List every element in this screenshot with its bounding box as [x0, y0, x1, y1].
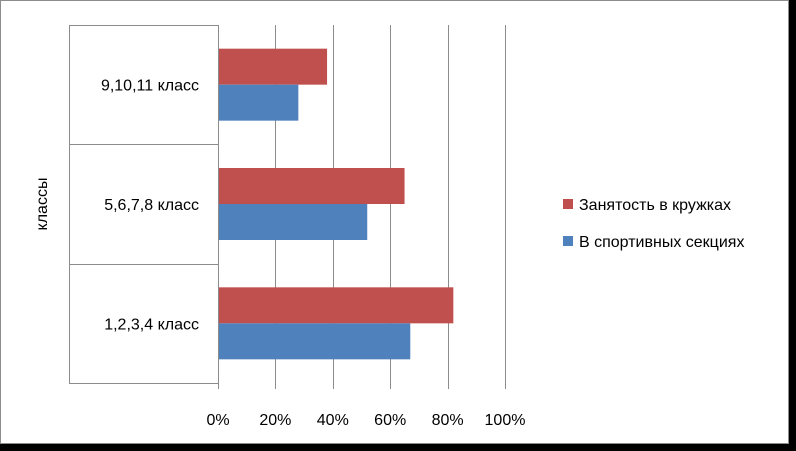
x-tick-label: 0% [206, 412, 229, 429]
x-tick-label: 60% [374, 412, 406, 429]
bars [218, 48, 454, 360]
x-tick-label: 80% [432, 412, 464, 429]
x-tick-label: 20% [259, 412, 291, 429]
bar-clubs [218, 168, 405, 204]
bar-clubs [218, 48, 328, 85]
y-category-label: 1,2,3,4 класс [104, 316, 199, 333]
legend-label: Занятость в кружках [579, 197, 731, 214]
chart-area: 0% 20% 40% 60% 80% 100% 1,2,3,4 класс 5,6,7,8 к… [0, 0, 789, 444]
tick-labels: 0% 20% 40% 60% 80% 100% 1,2,3,4 класс 5,6,7,8 к… [101, 78, 526, 429]
bar-clubs [218, 287, 454, 324]
bar-sports [218, 84, 299, 121]
legend: Занятость в кружках В спортивных секциях [563, 197, 744, 251]
bar-chart: 0% 20% 40% 60% 80% 100% 1,2,3,4 класс 5,6,7,8 к… [34, 25, 744, 429]
x-tick-label: 40% [317, 412, 349, 429]
legend-label: В спортивных секциях [579, 234, 744, 251]
y-category-label: 5,6,7,8 класс [104, 197, 199, 214]
legend-swatch [563, 236, 573, 246]
bar-sports [218, 204, 368, 240]
x-tick-label: 100% [485, 412, 526, 429]
y-category-label: 9,10,11 класс [101, 78, 199, 95]
y-axis-title: классы [34, 178, 51, 231]
legend-swatch [563, 199, 573, 209]
axes [69, 25, 506, 389]
bar-sports [218, 323, 411, 360]
